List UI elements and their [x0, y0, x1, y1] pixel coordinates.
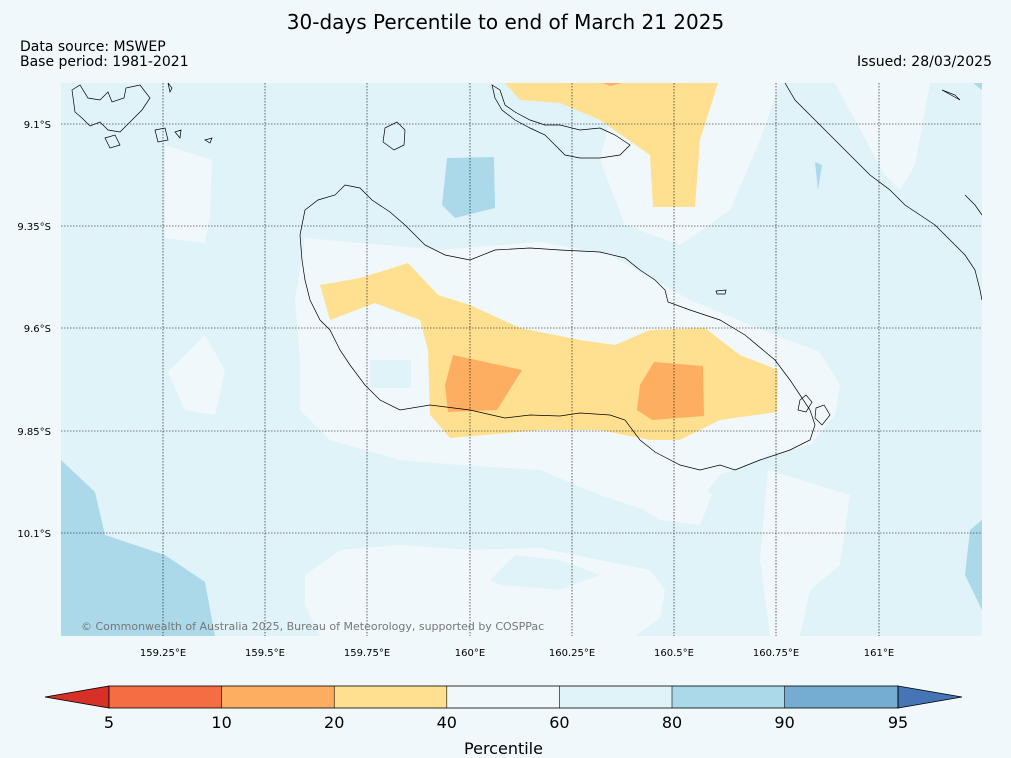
colorbar-extend-high: [897, 685, 963, 709]
contour-40-60-west-patch: [168, 335, 225, 415]
lat-label: 9.85°S: [17, 427, 51, 438]
contour-10-20-west: [445, 355, 522, 412]
colorbar-outline: [108, 685, 899, 709]
colorbar-segment: [559, 686, 672, 708]
colorbar-tick-label: 90: [774, 713, 794, 732]
longitude-labels: 159.25°E 159.5°E 159.75°E 160°E 160.25°E…: [140, 648, 894, 659]
contour-60-80-islet: [370, 360, 411, 388]
colorbar-segment: [784, 686, 898, 708]
contour-40-60-northeast: [835, 83, 930, 190]
contour-40-60-southeast: [760, 470, 850, 636]
lon-label: 160.25°E: [549, 648, 595, 659]
colorbar: 5 10 20 40 60 80 90 95 Percentile: [44, 685, 963, 758]
colorbar-tick-label: 20: [324, 713, 344, 732]
eastern-islets-coastline: [797, 394, 831, 426]
colorbar-tick-label: 60: [549, 713, 569, 732]
small-islet-coastline: [715, 289, 727, 295]
northwest-coastline: [71, 83, 213, 149]
colorbar-ticks: 5 10 20 40 60 80 90 95: [104, 713, 908, 732]
lon-label: 159.25°E: [140, 648, 186, 659]
colorbar-segment: [446, 686, 560, 708]
contour-20-40-north: [505, 83, 718, 207]
lat-label: 9.6°S: [24, 324, 51, 335]
contour-10-20-north-spot: [603, 83, 622, 86]
colorbar-tick-label: 40: [437, 713, 457, 732]
colorbar-extend-low: [44, 685, 110, 709]
contour-40-60-west: [165, 145, 212, 243]
colorbar-tick-label: 80: [662, 713, 682, 732]
colorbar-segment: [221, 686, 335, 708]
colorbar-segment: [334, 686, 447, 708]
lon-label: 160.5°E: [654, 648, 694, 659]
percentile-contour-layer: © Commonwealth of Australia 2025, Bureau…: [61, 83, 982, 636]
main-island-coastline: [299, 184, 816, 471]
contour-80-90-north: [442, 157, 495, 218]
lon-label: 159.75°E: [344, 648, 390, 659]
north-islet-coastline: [382, 121, 406, 151]
contour-10-20-east: [637, 362, 704, 420]
north-island-coastline: [491, 84, 631, 159]
contour-40-60-southeast-band: [520, 455, 712, 525]
lon-label: 161°E: [864, 648, 894, 659]
copyright-text: © Commonwealth of Australia 2025, Bureau…: [81, 620, 544, 633]
lon-label: 159.5°E: [245, 648, 285, 659]
contour-80-90-east: [965, 520, 982, 610]
colorbar-segment: [672, 686, 785, 708]
colorbar-dividers: [221, 686, 785, 708]
lon-label: 160.75°E: [753, 648, 799, 659]
contour-80-90-north-spot: [815, 162, 822, 190]
graticule: [61, 83, 982, 636]
data-source-text: Data source: MSWEP: [20, 39, 166, 55]
contour-40-60-south-cut: [490, 555, 600, 590]
colorbar-tick-label: 95: [888, 713, 908, 732]
lat-label: 10.1°S: [17, 529, 51, 540]
latitude-labels: 9.1°S 9.35°S 9.6°S 9.85°S 10.1°S: [17, 120, 51, 540]
base-period-text: Base period: 1981-2021: [20, 54, 189, 70]
contour-80-90-southwest: [61, 460, 215, 636]
colorbar-segment: [109, 686, 222, 708]
issued-date-text: Issued: 28/03/2025: [857, 54, 992, 70]
colorbar-label: Percentile: [464, 739, 543, 758]
colorbar-tick-label: 5: [104, 713, 114, 732]
northeast-coastline: [784, 83, 982, 301]
lat-label: 9.35°S: [17, 222, 51, 233]
colorbar-tick-label: 10: [211, 713, 231, 732]
coastlines: [71, 83, 982, 471]
map-metadata: Data source: MSWEP Base period: 1981-202…: [20, 40, 189, 70]
lon-label: 160°E: [455, 648, 485, 659]
contour-80-90-northeast: [973, 83, 982, 90]
lat-label: 9.1°S: [24, 120, 51, 131]
map-title: 30-days Percentile to end of March 21 20…: [286, 10, 725, 34]
